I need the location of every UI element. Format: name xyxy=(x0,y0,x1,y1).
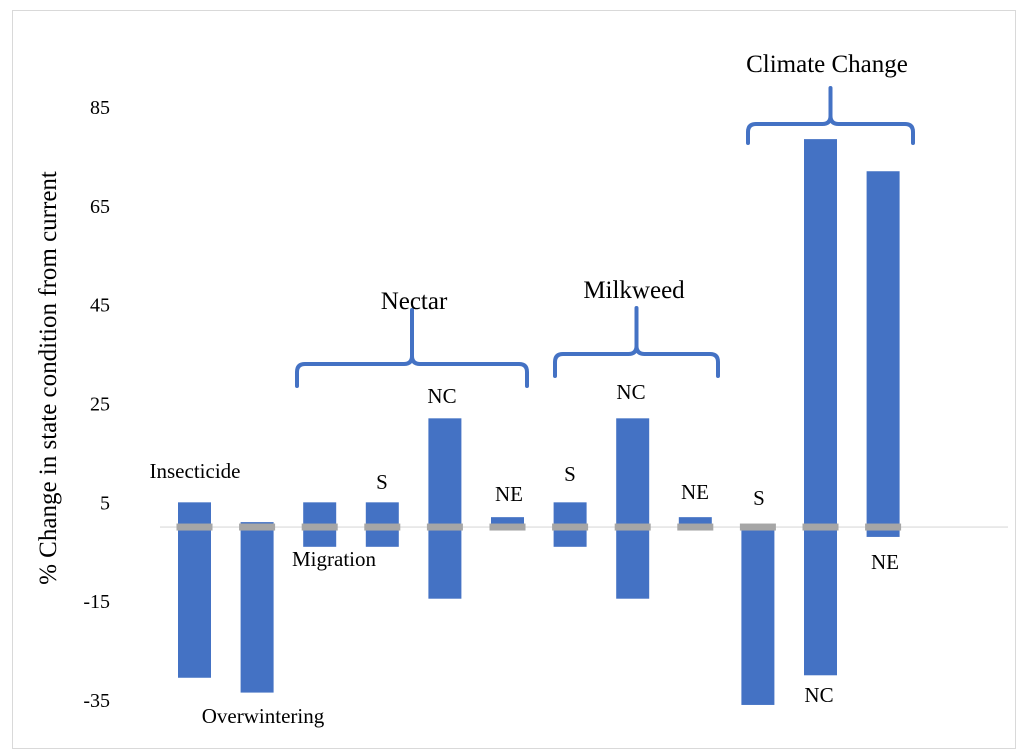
baseline-marker xyxy=(803,524,839,531)
bar-label: NE xyxy=(681,480,709,504)
bar xyxy=(616,418,649,598)
baseline-marker xyxy=(740,524,776,531)
group-label: Nectar xyxy=(381,288,448,315)
bar xyxy=(867,171,900,537)
group-bracket xyxy=(748,88,913,143)
baseline-marker xyxy=(427,524,463,531)
bar xyxy=(428,418,461,598)
bar-label: NC xyxy=(804,683,833,707)
bar-label: NE xyxy=(871,550,899,574)
group-label: Milkweed xyxy=(583,277,685,304)
y-tick-label: 65 xyxy=(90,196,110,218)
baseline-marker xyxy=(239,524,275,531)
bar-label: S xyxy=(564,462,576,486)
y-tick-label: 25 xyxy=(90,394,110,416)
baseline-marker xyxy=(615,524,651,531)
baseline-marker xyxy=(677,524,713,531)
y-tick-label: 45 xyxy=(90,295,110,317)
baseline-marker xyxy=(865,524,901,531)
bar-label: S xyxy=(376,470,388,494)
y-axis-title: % Change in state condition from current xyxy=(35,171,62,585)
bar xyxy=(241,522,274,692)
group-bracket xyxy=(297,310,527,386)
bar-label: NC xyxy=(427,384,456,408)
y-tick-label: -35 xyxy=(83,690,110,712)
bar xyxy=(741,527,774,705)
baseline-marker xyxy=(364,524,400,531)
group-label: Climate Change xyxy=(746,51,908,78)
bar-label: Insecticide xyxy=(150,459,241,483)
baseline-marker xyxy=(177,524,213,531)
bar-label: Migration xyxy=(292,547,376,571)
bar-label: Overwintering xyxy=(202,704,325,728)
baseline-marker xyxy=(302,524,338,531)
y-tick-label: 85 xyxy=(90,97,110,119)
bar-label: S xyxy=(753,486,765,510)
bar xyxy=(804,139,837,675)
bar-label: NE xyxy=(495,482,523,506)
baseline-marker xyxy=(490,524,526,531)
y-tick-label: 5 xyxy=(100,492,110,514)
group-bracket xyxy=(555,308,718,376)
bar-label: NC xyxy=(616,380,645,404)
y-tick-label: -15 xyxy=(83,591,110,613)
baseline-marker xyxy=(552,524,588,531)
